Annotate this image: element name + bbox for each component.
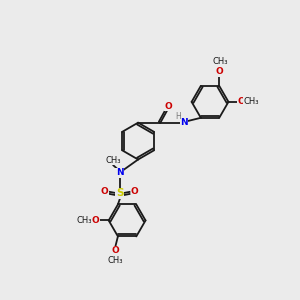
Text: O: O	[216, 67, 224, 76]
Text: S: S	[116, 188, 123, 198]
Text: CH₃: CH₃	[212, 57, 228, 66]
Text: CH₃: CH₃	[76, 216, 92, 225]
Text: O: O	[111, 246, 119, 255]
Text: N: N	[180, 118, 188, 127]
Text: H: H	[176, 112, 181, 121]
Text: CH₃: CH₃	[244, 97, 260, 106]
Text: CH₃: CH₃	[107, 256, 123, 265]
Text: O: O	[131, 187, 139, 196]
Text: N: N	[116, 168, 124, 177]
Text: CH₃: CH₃	[105, 156, 121, 165]
Text: O: O	[164, 102, 172, 111]
Text: O: O	[100, 187, 108, 196]
Text: O: O	[92, 216, 100, 225]
Text: O: O	[237, 97, 245, 106]
